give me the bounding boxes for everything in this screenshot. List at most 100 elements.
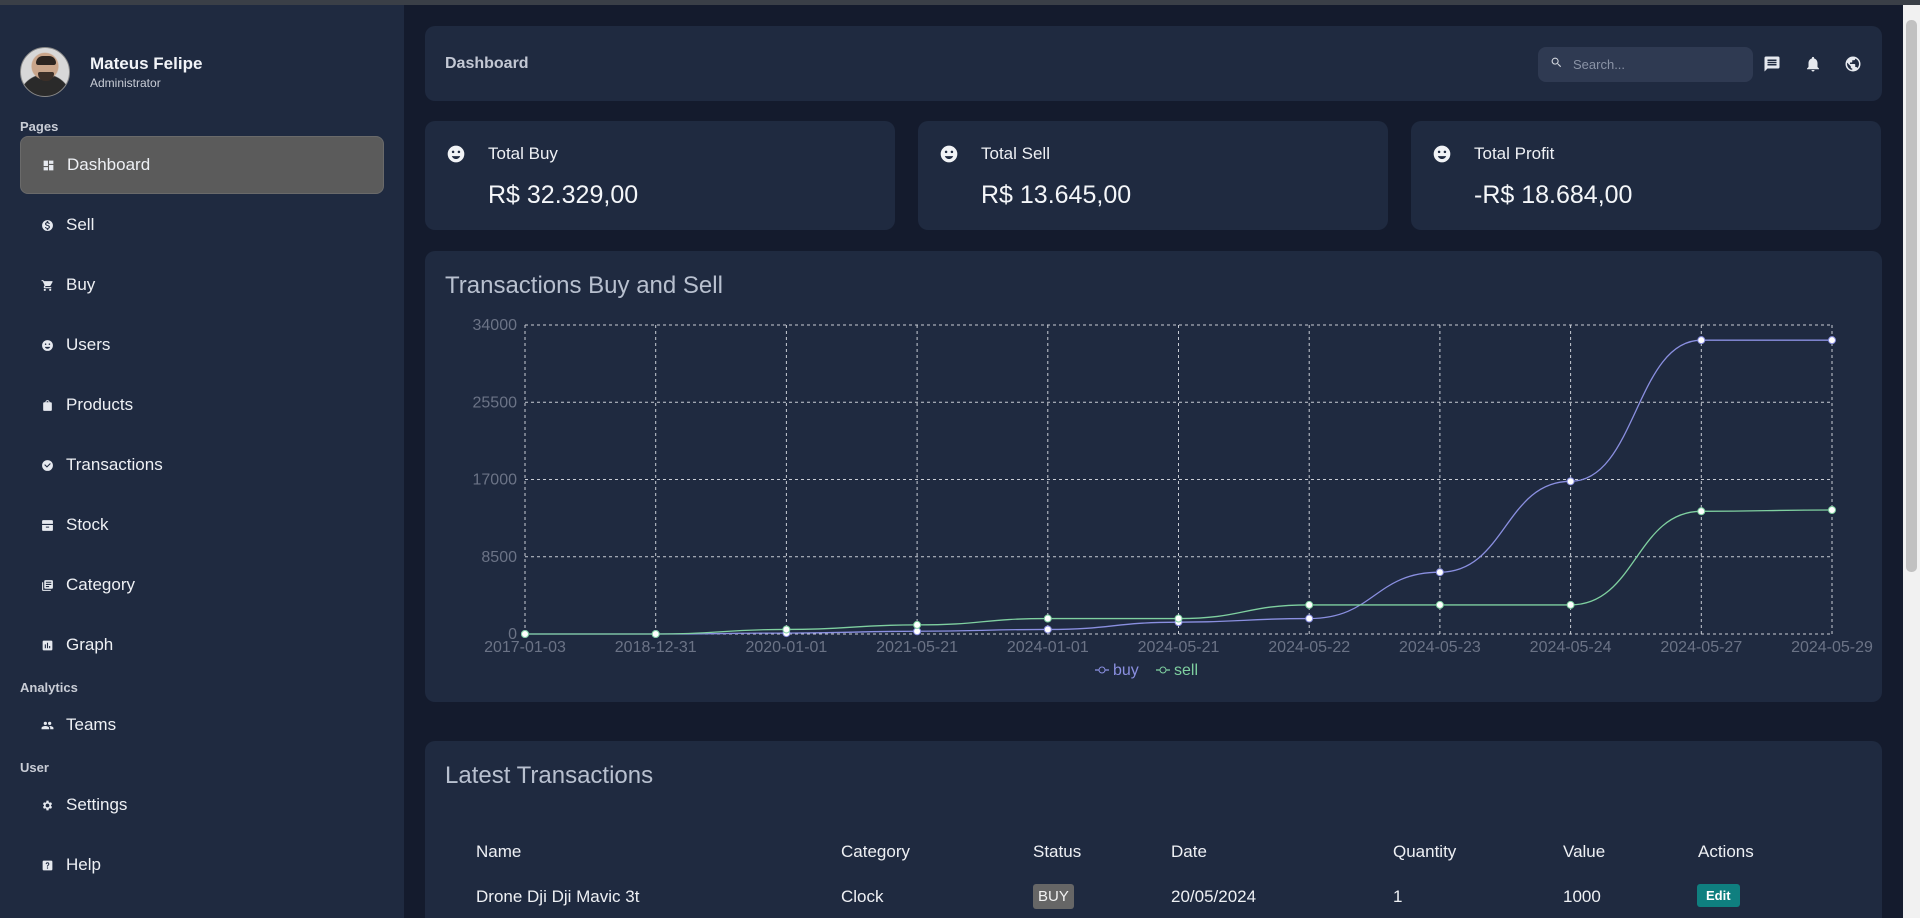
x-tick-label: 2024-05-22 (1268, 639, 1350, 656)
data-point-sell (521, 630, 529, 638)
data-point-buy (1828, 336, 1836, 345)
x-tick-label: 2024-05-21 (1138, 639, 1220, 656)
column-header-actions: Actions (1698, 842, 1754, 861)
data-point-sell (782, 625, 791, 634)
bell-icon[interactable] (1804, 55, 1822, 73)
data-point-buy (1566, 477, 1575, 486)
team-icon (41, 719, 54, 732)
cell-name: Drone Dji Dji Mavic 3t (476, 887, 640, 906)
data-point-sell (651, 630, 660, 638)
transactions-icon (41, 459, 54, 472)
data-point-buy (1043, 625, 1052, 634)
sidebar-item-stock[interactable]: Stock (20, 496, 384, 554)
section-label-pages: Pages (20, 119, 59, 134)
dollar-icon (41, 219, 54, 232)
cell-quantity: 1 (1393, 887, 1403, 906)
x-tick-label: 2021-05-21 (876, 639, 958, 656)
stat-card-total-sell: Total Sell R$ 13.645,00 (918, 121, 1388, 230)
sidebar-item-sell[interactable]: Sell (20, 196, 384, 254)
x-tick-label: 2024-01-01 (1007, 639, 1089, 656)
sidebar-item-label: Transactions (66, 455, 163, 474)
x-tick-label: 2017-01-03 (484, 639, 566, 656)
column-header-value[interactable]: Value (1563, 842, 1606, 861)
gear-icon (41, 799, 54, 812)
search-box[interactable] (1538, 47, 1753, 82)
user-profile: Mateus Felipe Administrator (20, 47, 202, 97)
edit-button[interactable]: Edit (1697, 884, 1740, 907)
stat-value: -R$ 18.684,00 (1474, 181, 1633, 209)
sidebar-item-products[interactable]: Products (20, 376, 384, 434)
legend-marker-buy (1098, 666, 1106, 674)
stat-card-total-profit: Total Profit -R$ 18.684,00 (1411, 121, 1881, 230)
y-tick-label: 8500 (481, 549, 517, 566)
x-tick-label: 2020-01-01 (745, 639, 827, 656)
scrollbar-thumb[interactable] (1906, 20, 1917, 572)
globe-icon[interactable] (1844, 55, 1862, 73)
dashboard-icon (42, 159, 55, 172)
chart-title: Transactions Buy and Sell (445, 272, 723, 299)
x-tick-label: 2024-05-24 (1530, 639, 1612, 656)
sidebar-item-label: Products (66, 395, 134, 414)
column-header-quantity[interactable]: Quantity (1393, 842, 1457, 861)
status-badge: BUY (1033, 884, 1074, 909)
user-role: Administrator (90, 76, 161, 90)
face-icon (939, 144, 959, 164)
stat-value: R$ 32.329,00 (488, 181, 639, 209)
y-tick-label: 34000 (473, 317, 518, 334)
cell-date: 20/05/2024 (1171, 887, 1257, 906)
stat-card-total-buy: Total Buy R$ 32.329,00 (425, 121, 895, 230)
column-header-date[interactable]: Date (1171, 842, 1207, 861)
data-point-sell (1566, 600, 1575, 609)
data-point-buy (1435, 568, 1444, 577)
sidebar-item-transactions[interactable]: Transactions (20, 436, 384, 494)
x-tick-label: 2024-05-29 (1791, 639, 1873, 656)
sidebar-item-label: Stock (66, 515, 109, 534)
sidebar-item-users[interactable]: Users (20, 316, 384, 374)
sidebar-item-label: Sell (66, 215, 95, 234)
data-point-sell (1043, 614, 1052, 623)
cell-category: Clock (841, 887, 884, 906)
data-point-sell (1174, 614, 1183, 623)
face-icon (1432, 144, 1452, 164)
y-tick-label: 17000 (473, 472, 518, 489)
sidebar-item-graph[interactable]: Graph (20, 616, 384, 674)
sidebar-item-label: Teams (66, 715, 117, 734)
sidebar: Mateus Felipe Administrator Pages Dashbo… (0, 5, 404, 918)
sidebar-item-category[interactable]: Category (20, 556, 384, 614)
users-face-icon (41, 339, 54, 352)
x-tick-label: 2018-12-31 (615, 639, 697, 656)
section-label-user: User (20, 760, 49, 775)
top-header: Dashboard (425, 26, 1882, 101)
sidebar-item-label: Buy (66, 275, 96, 294)
sidebar-item-dashboard[interactable]: Dashboard (20, 136, 384, 194)
sidebar-item-label: Users (66, 335, 111, 354)
column-header-category[interactable]: Category (841, 842, 910, 861)
column-header-status[interactable]: Status (1033, 842, 1082, 861)
cell-value: 1000 (1563, 887, 1601, 906)
sidebar-item-label: Graph (66, 635, 114, 654)
column-header-name[interactable]: Name (476, 842, 522, 861)
chat-icon[interactable] (1763, 55, 1781, 73)
stat-label: Total Sell (981, 144, 1050, 163)
graph-icon (41, 639, 54, 652)
sidebar-item-settings[interactable]: Settings (20, 776, 384, 834)
sidebar-item-label: Help (66, 855, 101, 874)
sidebar-item-label: Settings (66, 795, 128, 814)
page-title: Dashboard (445, 55, 529, 72)
user-name: Mateus Felipe (90, 54, 203, 73)
stock-icon (41, 519, 54, 532)
sidebar-item-teams[interactable]: Teams (20, 696, 384, 754)
data-point-sell (1435, 600, 1444, 609)
sidebar-item-help[interactable]: Help (20, 836, 384, 894)
y-tick-label: 25500 (473, 394, 518, 411)
legend-label-buy: buy (1113, 662, 1139, 679)
data-point-buy (1697, 336, 1706, 345)
transactions-chart-panel: Transactions Buy and Sell 0 8500 17000 2550… (425, 251, 1882, 702)
avatar[interactable] (20, 47, 70, 97)
sidebar-item-label: Category (66, 575, 135, 594)
x-tick-label: 2024-05-27 (1660, 639, 1742, 656)
sidebar-item-label: Dashboard (67, 155, 151, 174)
sidebar-item-buy[interactable]: Buy (20, 256, 384, 314)
search-input[interactable] (1573, 57, 1743, 72)
table-title: Latest Transactions (445, 762, 654, 789)
